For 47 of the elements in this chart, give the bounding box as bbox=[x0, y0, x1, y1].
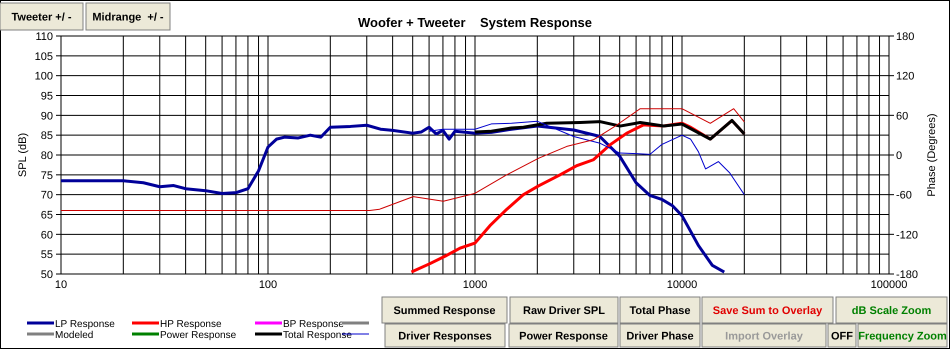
chart-title: Woofer + Tweeter System Response bbox=[358, 15, 592, 30]
y-tick-label: 110 bbox=[35, 31, 53, 43]
button: Import Overlay bbox=[702, 324, 826, 348]
x-tick-label: 10 bbox=[54, 279, 68, 291]
y2-axis-title: Phase (Degrees) bbox=[926, 113, 938, 197]
y-tick-label: 80 bbox=[40, 150, 53, 162]
y2-tick-label: 180 bbox=[896, 31, 914, 43]
legend-label: Modeled bbox=[55, 330, 94, 341]
y-tick-label: 95 bbox=[40, 90, 53, 102]
legend-label: HP Response bbox=[160, 319, 222, 330]
button: Total Phase bbox=[620, 296, 700, 324]
y-tick-label: 50 bbox=[40, 269, 53, 281]
legend-label: BP Response bbox=[283, 319, 344, 330]
button: Save Sum to Overlay bbox=[702, 296, 834, 324]
button: OFF bbox=[828, 324, 856, 348]
y-tick-label: 75 bbox=[40, 170, 53, 182]
legend-label: LP Response bbox=[55, 319, 116, 330]
x-tick-label: 100000 bbox=[870, 279, 908, 291]
x-tick-label: 1000 bbox=[462, 279, 488, 291]
y-tick-label: 65 bbox=[40, 210, 53, 222]
y2-tick-label: 60 bbox=[896, 110, 908, 122]
y-tick-label: 60 bbox=[40, 229, 53, 242]
y-tick-label: 100 bbox=[34, 70, 53, 83]
button: Driver Responses bbox=[384, 324, 506, 348]
y-tick-label: 70 bbox=[40, 190, 53, 202]
legend-label: Power Response bbox=[160, 330, 237, 341]
button: Raw Driver SPL bbox=[510, 296, 618, 324]
button: Frequency Zoom bbox=[858, 324, 948, 348]
button: Power Response bbox=[508, 324, 618, 348]
y-tick-label: 55 bbox=[40, 249, 53, 262]
y-tick-label: 90 bbox=[40, 110, 53, 122]
y2-tick-label: 0 bbox=[896, 150, 902, 162]
y-axis-title: SPL (dB) bbox=[17, 132, 29, 178]
x-tick-label: 100 bbox=[258, 279, 278, 291]
button: Driver Phase bbox=[620, 324, 700, 348]
y-tick-label: 105 bbox=[34, 50, 53, 63]
legend-label: Total Response bbox=[283, 330, 352, 341]
y2-tick-label: -60 bbox=[896, 190, 912, 202]
x-tick-label: 10000 bbox=[666, 279, 698, 291]
y-tick-label: 85 bbox=[40, 130, 53, 142]
button: Summed Response bbox=[382, 296, 508, 324]
y2-tick-label: -180 bbox=[896, 269, 918, 281]
button: Tweeter +/ - bbox=[0, 2, 84, 30]
button: Midrange +/ - bbox=[86, 2, 170, 30]
y2-tick-label: 120 bbox=[896, 70, 914, 83]
y2-tick-label: -120 bbox=[896, 229, 918, 242]
button: dB Scale Zoom bbox=[836, 296, 948, 324]
